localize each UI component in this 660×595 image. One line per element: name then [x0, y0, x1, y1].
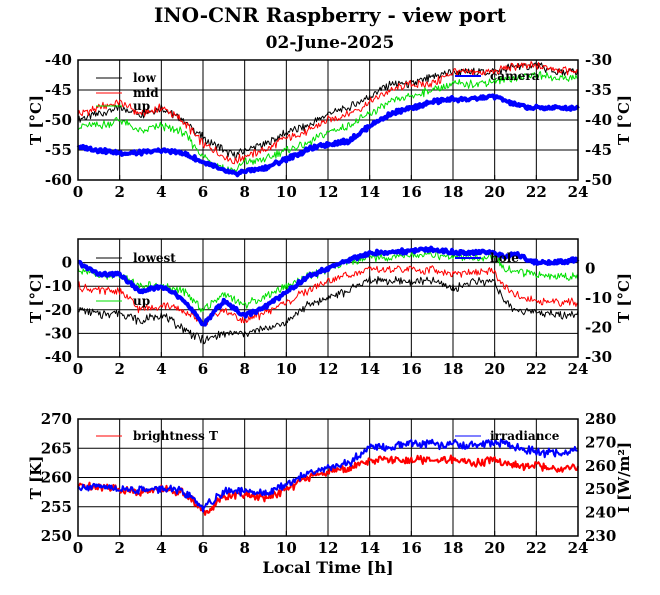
x-tick-label: 4 — [156, 360, 166, 378]
x-axis-label: Local Time [h] — [262, 558, 393, 577]
y-axis-label-right: T [°C] — [615, 95, 633, 145]
series-line — [77, 438, 579, 513]
legend-label: lowest — [133, 251, 176, 265]
x-tick-label: 6 — [198, 183, 208, 201]
chart-date: 02-June-2025 — [265, 33, 395, 53]
x-tick-label: 24 — [568, 360, 589, 378]
y-tick-label-left: 255 — [41, 498, 72, 516]
y-tick-label-left: -30 — [45, 324, 72, 342]
x-tick-label: 14 — [359, 183, 380, 201]
y-axis-label-right: T [°C] — [615, 273, 633, 323]
y-tick-label-right: 240 — [585, 504, 616, 522]
legend-label: up — [133, 99, 150, 113]
y-tick-label-right: 250 — [585, 480, 616, 498]
y-tick-label-left: -10 — [45, 277, 72, 295]
y-tick-label-right: -45 — [585, 141, 612, 159]
y-tick-label-left: -50 — [45, 111, 72, 129]
x-tick-label: 4 — [156, 539, 166, 557]
x-tick-label: 24 — [568, 183, 589, 201]
x-tick-label: 8 — [239, 539, 249, 557]
series-line — [76, 93, 580, 178]
x-tick-label: 14 — [359, 360, 380, 378]
y-tick-label-left: -20 — [45, 301, 72, 319]
legend-label: camera — [490, 69, 540, 83]
x-tick-label: 18 — [443, 539, 464, 557]
y-tick-label-right: 260 — [585, 457, 616, 475]
x-tick-label: 0 — [73, 360, 83, 378]
x-tick-label: 22 — [526, 539, 547, 557]
legend-label: mid — [133, 86, 159, 100]
x-tick-label: 20 — [484, 539, 505, 557]
y-tick-label-right: -20 — [585, 319, 612, 337]
x-tick-label: 18 — [443, 183, 464, 201]
x-tick-label: 2 — [114, 539, 124, 557]
legend-label: low — [133, 71, 157, 85]
y-tick-label-left: 260 — [41, 469, 72, 487]
series-line — [77, 71, 579, 172]
series-line — [77, 265, 579, 327]
x-tick-label: 16 — [401, 183, 422, 201]
x-tick-label: 14 — [359, 539, 380, 557]
series-line — [77, 62, 579, 161]
x-tick-label: 20 — [484, 360, 505, 378]
x-tick-label: 24 — [568, 539, 589, 557]
y-tick-label-right: 280 — [585, 410, 616, 428]
chart-title: INO-CNR Raspberry - view port — [153, 3, 506, 27]
y-tick-label-right: -35 — [585, 81, 612, 99]
y-tick-label-left: -55 — [45, 141, 72, 159]
x-tick-label: 10 — [276, 360, 297, 378]
x-tick-label: 2 — [114, 360, 124, 378]
x-tick-label: 10 — [276, 183, 297, 201]
legend-label: brightness T — [133, 429, 218, 443]
series-line — [77, 61, 579, 165]
y-tick-label-right: -40 — [585, 111, 612, 129]
x-tick-label: 12 — [318, 183, 339, 201]
x-tick-label: 16 — [401, 360, 422, 378]
y-tick-label-left: 250 — [41, 527, 72, 545]
x-tick-label: 12 — [318, 539, 339, 557]
y-axis-label-left: T [K] — [27, 456, 45, 500]
y-tick-label-left: -45 — [45, 81, 72, 99]
y-tick-label-left: -40 — [45, 348, 72, 366]
y-tick-label-left: 270 — [41, 410, 72, 428]
y-tick-label-right: -10 — [585, 289, 612, 307]
x-tick-label: 8 — [239, 360, 249, 378]
x-tick-label: 10 — [276, 539, 297, 557]
legend-label: hole — [490, 251, 519, 265]
y-tick-label-left: 265 — [41, 439, 72, 457]
x-tick-label: 0 — [73, 183, 83, 201]
y-tick-label-left: -40 — [45, 51, 72, 69]
series-line — [77, 275, 579, 345]
y-tick-label-right: -30 — [585, 348, 612, 366]
legend-label: irradiance — [490, 429, 560, 443]
x-tick-label: 6 — [198, 360, 208, 378]
y-tick-label-right: -50 — [585, 171, 612, 189]
y-tick-label-right: -30 — [585, 51, 612, 69]
x-tick-label: 8 — [239, 183, 249, 201]
legend-label: up — [133, 294, 150, 308]
x-tick-label: 6 — [198, 539, 208, 557]
x-tick-label: 4 — [156, 183, 166, 201]
y-tick-label-left: -60 — [45, 171, 72, 189]
y-axis-label-right: I [W/m²] — [615, 442, 633, 513]
x-tick-label: 20 — [484, 183, 505, 201]
x-tick-label: 2 — [114, 183, 124, 201]
x-tick-label: 18 — [443, 360, 464, 378]
series-line — [77, 245, 580, 327]
y-axis-label-left: T [°C] — [27, 273, 45, 323]
x-tick-label: 22 — [526, 360, 547, 378]
y-axis-label-left: T [°C] — [27, 95, 45, 145]
x-tick-label: 22 — [526, 183, 547, 201]
x-tick-label: 12 — [318, 360, 339, 378]
x-tick-label: 16 — [401, 539, 422, 557]
series-line — [77, 454, 579, 516]
y-tick-label-right: 0 — [585, 260, 595, 278]
y-tick-label-right: 230 — [585, 527, 616, 545]
x-tick-label: 0 — [73, 539, 83, 557]
y-tick-label-left: 0 — [62, 254, 72, 272]
y-tick-label-right: 270 — [585, 433, 616, 451]
